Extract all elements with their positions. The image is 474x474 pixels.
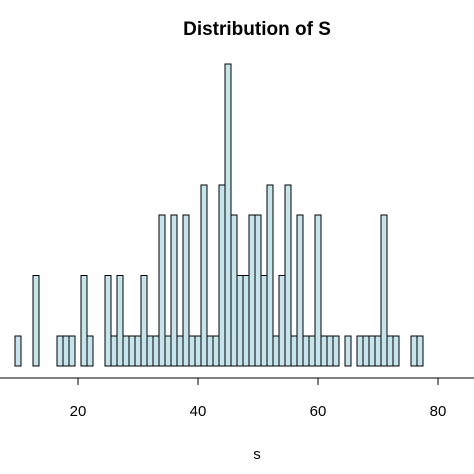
histogram-bar bbox=[260, 274, 268, 367]
histogram-bar bbox=[62, 335, 70, 367]
histogram-bar bbox=[410, 335, 418, 367]
histogram-bar bbox=[200, 184, 208, 367]
histogram-bar bbox=[158, 214, 166, 367]
histogram-bar bbox=[284, 184, 292, 367]
histogram-bar bbox=[362, 335, 370, 367]
histogram-bar bbox=[152, 335, 160, 367]
x-tick-label: 40 bbox=[190, 403, 207, 420]
histogram-bar bbox=[68, 335, 76, 367]
x-axis-label: s bbox=[253, 446, 261, 463]
histogram-bar bbox=[194, 335, 202, 367]
histogram-bar bbox=[86, 335, 94, 367]
x-tick-label: 60 bbox=[310, 403, 327, 420]
histogram-bar bbox=[290, 335, 298, 367]
histogram-bar bbox=[116, 274, 124, 367]
histogram-bar bbox=[320, 335, 328, 367]
histogram-bar bbox=[122, 335, 130, 367]
histogram-bar bbox=[164, 335, 172, 367]
histogram-bar bbox=[176, 335, 184, 367]
histogram-bar bbox=[188, 335, 196, 367]
histogram-bar bbox=[344, 335, 352, 367]
histogram-bar bbox=[356, 335, 364, 367]
histogram-bar bbox=[236, 274, 244, 367]
histogram-bar bbox=[302, 335, 310, 367]
histogram-bar bbox=[326, 335, 334, 367]
histogram-bar bbox=[386, 335, 394, 367]
histogram-bar bbox=[368, 335, 376, 367]
histogram-bar bbox=[416, 335, 424, 367]
x-tick-label: 80 bbox=[430, 403, 447, 420]
histogram-bar bbox=[230, 214, 238, 367]
histogram-bar bbox=[332, 335, 340, 367]
histogram-bar bbox=[278, 274, 286, 367]
histogram-bar bbox=[212, 335, 220, 367]
histogram-bar bbox=[128, 335, 136, 367]
histogram-bar bbox=[134, 335, 142, 367]
histogram-bar bbox=[182, 214, 190, 367]
histogram-bar bbox=[272, 335, 280, 367]
histogram-bar bbox=[266, 184, 274, 367]
x-tick-label: 20 bbox=[70, 403, 87, 420]
histogram-bar bbox=[254, 214, 262, 367]
histogram-bar bbox=[14, 335, 22, 367]
chart-title: Distribution of S bbox=[183, 19, 331, 40]
histogram-bar bbox=[206, 335, 214, 367]
histogram-bar bbox=[308, 335, 316, 367]
histogram-bar bbox=[110, 335, 118, 367]
histogram-bar bbox=[242, 274, 250, 367]
histogram-bar bbox=[224, 63, 232, 367]
histogram-bar bbox=[314, 214, 322, 367]
histogram-bar bbox=[392, 335, 400, 367]
histogram-bar bbox=[140, 274, 148, 367]
histogram-bar bbox=[248, 214, 256, 367]
histogram-bar bbox=[32, 274, 40, 367]
x-axis-ticks: 20 40 60 80 bbox=[70, 378, 447, 420]
histogram-bar bbox=[218, 184, 226, 367]
histogram-bar bbox=[374, 335, 382, 367]
histogram-bar bbox=[56, 335, 64, 367]
histogram-bar bbox=[80, 274, 88, 367]
bars-group bbox=[14, 63, 424, 367]
histogram-bar bbox=[146, 335, 154, 367]
histogram-bar bbox=[170, 214, 178, 367]
histogram-bar bbox=[296, 214, 304, 367]
histogram-bar bbox=[380, 214, 388, 367]
histogram-bar bbox=[104, 274, 112, 367]
